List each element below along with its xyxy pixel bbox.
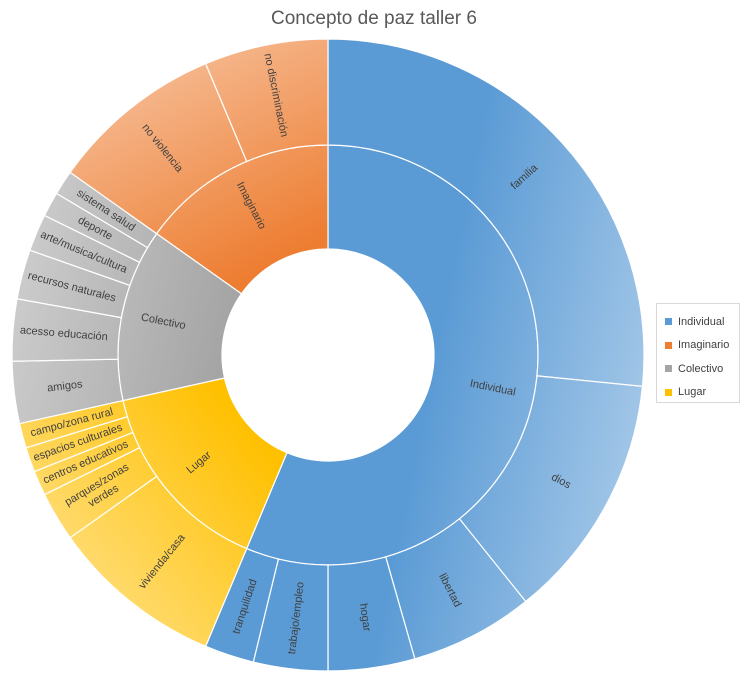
legend-label-colectivo: Colectivo (678, 362, 724, 375)
legend-item-imaginario[interactable]: Imaginario (665, 334, 739, 358)
segment-familia[interactable] (327, 38, 645, 388)
legend-swatch-lugar (665, 388, 672, 396)
segment-label-amigos: amigos (47, 378, 84, 394)
legend-item-individual[interactable]: Individual (665, 310, 739, 334)
legend-label-imaginario: Imaginario (678, 339, 730, 352)
legend-label-individual: Individual (678, 315, 725, 328)
legend-item-lugar[interactable]: Lugar (665, 381, 739, 405)
legend: Individual Imaginario Colectivo Lugar (656, 303, 740, 403)
segment-label-hogar: hogar (357, 603, 373, 633)
chart-title: Concepto de paz taller 6 (271, 8, 477, 29)
legend-swatch-individual (665, 318, 672, 326)
legend-label-lugar: Lugar (678, 386, 707, 399)
legend-swatch-imaginario (665, 341, 672, 349)
legend-item-colectivo[interactable]: Colectivo (665, 357, 739, 381)
legend-swatch-colectivo (665, 365, 672, 373)
segment-no-discriminacion[interactable] (204, 38, 329, 163)
